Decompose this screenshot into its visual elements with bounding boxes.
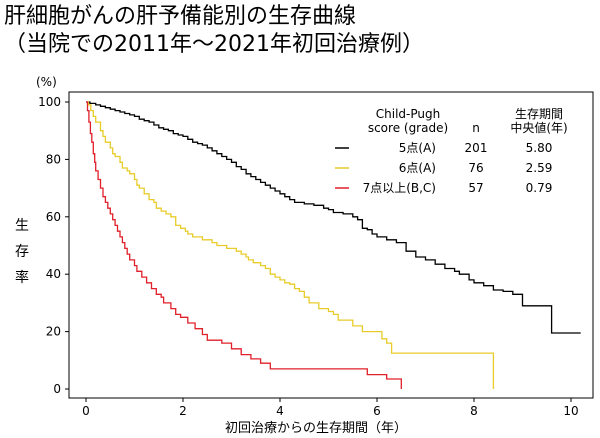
y-tick-label: 100 <box>38 95 61 109</box>
x-axis-label: 初回治療からの生存期間（年） <box>225 421 407 436</box>
series-line-3 <box>86 101 402 389</box>
y-axis-label-char: 生 <box>15 218 29 234</box>
legend-n-1: 201 <box>465 141 488 155</box>
legend-header-group-1: Child-Pugh <box>376 107 440 121</box>
y-tick-label: 60 <box>46 210 61 224</box>
y-unit-label: (%) <box>36 75 57 89</box>
x-tick-label: 8 <box>470 404 478 418</box>
x-tick-label: 6 <box>373 404 381 418</box>
legend-label-3: 7点以上(B,C) <box>363 181 436 195</box>
x-tick-label: 0 <box>82 404 90 418</box>
legend-median-3: 0.79 <box>526 181 553 195</box>
legend-label-2: 6点(A) <box>399 161 436 175</box>
series-line-1 <box>86 101 581 334</box>
survival-curves <box>86 101 581 389</box>
y-axis-label-char: 率 <box>15 269 29 286</box>
y-tick-label: 40 <box>46 267 61 281</box>
x-tick-label: 4 <box>276 404 284 418</box>
x-tick-label: 10 <box>563 404 578 418</box>
legend-n-2: 76 <box>468 161 483 175</box>
legend-median-1: 5.80 <box>526 141 553 155</box>
x-tick-label: 2 <box>179 404 187 418</box>
legend-header-group-2: score (grade) <box>368 121 448 135</box>
y-tick-label: 80 <box>46 152 61 166</box>
y-axis-label-char: 存 <box>15 244 29 260</box>
axes: 0 20 40 60 80 100 0 2 4 6 8 10 (%) <box>36 75 594 418</box>
legend-header-median-2: 中央値(年) <box>510 120 567 135</box>
chart-subtitle: （当院での2011年～2021年初回治療例） <box>4 32 424 57</box>
legend-median-2: 2.59 <box>526 161 553 175</box>
legend-header-n: n <box>472 121 480 135</box>
legend-header-median-1: 生存期間 <box>515 107 563 121</box>
y-tick-label: 0 <box>53 382 61 396</box>
legend-label-1: 5点(A) <box>399 141 436 155</box>
chart-title: 肝細胞がんの肝予備能別の生存曲線 <box>4 4 357 29</box>
plot-frame <box>68 91 594 399</box>
y-tick-label: 20 <box>46 325 61 339</box>
legend-n-3: 57 <box>468 181 483 195</box>
series-line-2 <box>86 101 495 389</box>
